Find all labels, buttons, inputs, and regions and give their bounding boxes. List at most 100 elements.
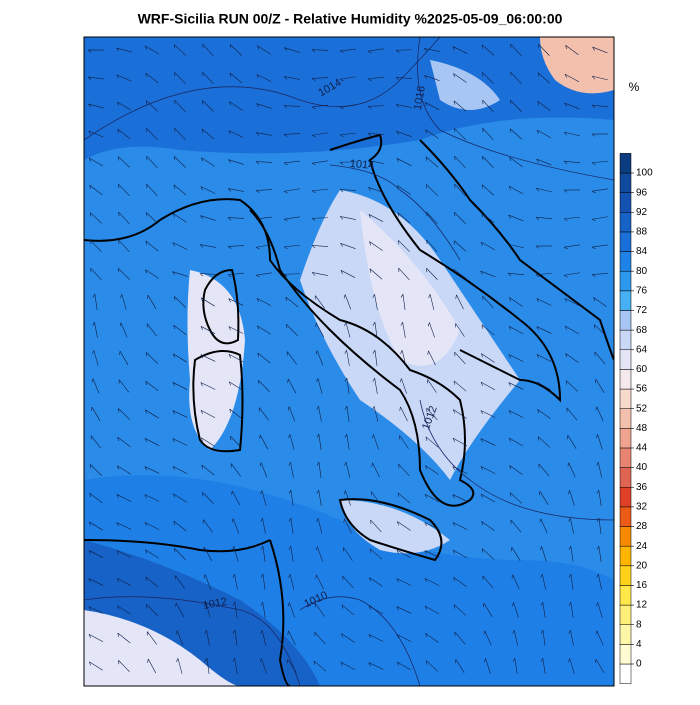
wind-arrow bbox=[397, 212, 411, 224]
wind-arrow bbox=[202, 100, 214, 112]
isobar-label: 1014 bbox=[349, 158, 374, 172]
wind-arrow bbox=[340, 270, 356, 278]
wind-arrow bbox=[147, 658, 157, 674]
wind-arrow bbox=[453, 577, 467, 587]
wind-arrow bbox=[595, 406, 604, 422]
wind-arrow bbox=[454, 631, 466, 645]
wind-arrow bbox=[536, 158, 552, 166]
wind-arrow bbox=[340, 661, 356, 671]
wind-arrow bbox=[399, 378, 407, 394]
wind-arrow bbox=[118, 239, 130, 253]
wind-arrow bbox=[90, 435, 102, 449]
wind-arrow bbox=[368, 187, 384, 193]
wind-arrow bbox=[258, 407, 269, 421]
isobar-label: 1016 bbox=[412, 85, 428, 111]
colorbar-box bbox=[619, 565, 632, 586]
colorbar-tick-label: 60 bbox=[636, 364, 648, 375]
wind-arrow bbox=[260, 630, 267, 646]
colorbar-tick-label: 68 bbox=[636, 325, 648, 336]
wind-arrow bbox=[92, 293, 98, 310]
wind-arrow bbox=[88, 550, 104, 558]
wind-arrow bbox=[568, 601, 574, 618]
wind-arrow bbox=[343, 294, 352, 310]
wind-arrow bbox=[568, 545, 574, 562]
wind-arrow bbox=[88, 157, 104, 167]
colorbar-box bbox=[619, 526, 632, 547]
wind-arrow bbox=[145, 72, 159, 84]
wind-arrow bbox=[482, 72, 494, 84]
wind-arrow bbox=[596, 489, 602, 506]
wind-arrow bbox=[367, 105, 385, 109]
wind-arrow bbox=[174, 156, 186, 168]
wind-arrow bbox=[315, 350, 324, 366]
wind-arrow bbox=[425, 633, 439, 643]
wind-arrow bbox=[202, 519, 213, 533]
wind-arrow bbox=[315, 546, 323, 562]
wind-arrow bbox=[343, 490, 351, 506]
wind-arrow bbox=[372, 377, 378, 394]
wind-arrow bbox=[87, 76, 104, 80]
wind-arrow bbox=[228, 298, 244, 306]
wind-arrow bbox=[424, 493, 440, 503]
wind-arrow bbox=[482, 575, 494, 589]
wind-arrow bbox=[341, 633, 355, 643]
wind-arrow bbox=[508, 382, 524, 390]
wind-arrow bbox=[230, 463, 241, 477]
wind-arrow bbox=[423, 48, 440, 52]
wind-arrow bbox=[175, 630, 184, 646]
wind-arrow bbox=[172, 410, 188, 418]
wind-arrow bbox=[511, 602, 519, 618]
wind-arrow bbox=[426, 407, 438, 421]
wind-arrow bbox=[369, 577, 383, 587]
isobars bbox=[84, 37, 614, 686]
wind-arrow bbox=[315, 603, 325, 617]
wind-arrow bbox=[341, 604, 355, 616]
wind-arrow bbox=[395, 104, 412, 108]
wind-arrow bbox=[399, 406, 408, 422]
wind-arrow bbox=[482, 99, 494, 113]
wind-arrow bbox=[172, 271, 188, 277]
wind-arrow bbox=[120, 294, 127, 310]
wind-arrow bbox=[367, 160, 384, 164]
wind-arrow bbox=[455, 294, 464, 310]
wind-arrow bbox=[593, 297, 607, 307]
colorbar-box bbox=[619, 231, 632, 252]
wind-arrow bbox=[342, 575, 354, 589]
wind-arrow bbox=[567, 435, 577, 449]
wind-arrow bbox=[202, 43, 214, 57]
wind-arrow bbox=[232, 629, 238, 646]
wind-arrow bbox=[255, 189, 273, 193]
wind-arrow bbox=[537, 436, 551, 448]
wind-arrow bbox=[116, 494, 132, 502]
wind-arrow bbox=[258, 380, 270, 392]
wind-arrow bbox=[91, 378, 100, 394]
wind-arrow bbox=[88, 633, 104, 643]
colorbar-tick-label: 44 bbox=[636, 443, 648, 454]
wind-arrow bbox=[203, 546, 213, 562]
wind-arrow bbox=[314, 631, 326, 645]
wind-arrow bbox=[90, 239, 102, 253]
wind-arrow bbox=[596, 602, 603, 618]
wind-arrow bbox=[425, 129, 439, 139]
wind-arrow bbox=[116, 101, 132, 111]
wind-arrow bbox=[340, 243, 356, 249]
wind-arrow bbox=[116, 465, 131, 475]
wind-arrow bbox=[369, 241, 383, 251]
wind-arrow bbox=[116, 577, 132, 587]
wind-arrow bbox=[426, 239, 438, 253]
colorbar-tick-label: 32 bbox=[636, 502, 648, 513]
wind-arrow bbox=[511, 547, 521, 561]
wind-arrow bbox=[480, 241, 496, 251]
colorbar: 0481216202428323640444852566064687276808… bbox=[619, 153, 653, 684]
colorbar-box bbox=[619, 408, 632, 429]
wind-arrow bbox=[344, 322, 351, 338]
wind-arrow bbox=[201, 128, 215, 140]
wind-arrow bbox=[311, 132, 328, 138]
wind-arrow bbox=[200, 409, 216, 419]
colorbar-box bbox=[619, 604, 632, 625]
colorbar-box bbox=[619, 329, 632, 351]
wind-arrow bbox=[227, 245, 245, 249]
dry-region bbox=[84, 610, 240, 686]
wind-arrow bbox=[231, 518, 240, 534]
map-frame bbox=[83, 36, 615, 687]
